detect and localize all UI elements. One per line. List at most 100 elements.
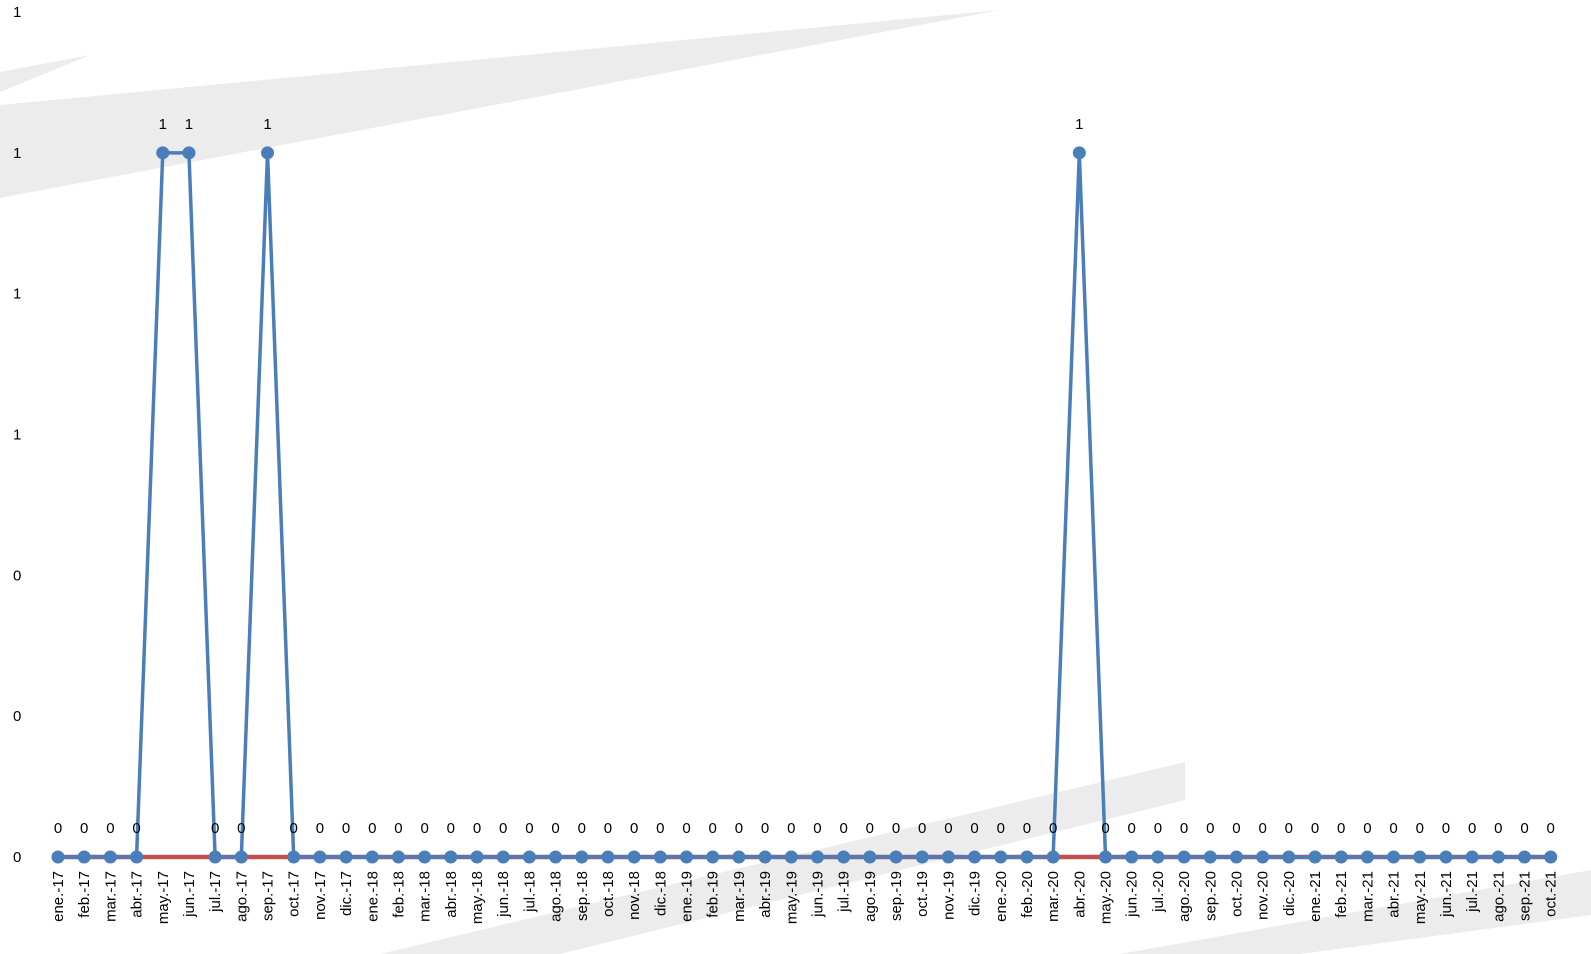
x-tick-label: nov.-17 [312,871,329,920]
y-tick-label: 1 [13,427,21,444]
x-tick-label: jul.-21 [1464,871,1481,913]
data-label: 0 [944,820,952,837]
data-label: 0 [892,820,900,837]
data-label: 0 [1128,820,1136,837]
data-point [1282,850,1296,864]
x-tick-label: nov.-19 [940,871,957,920]
data-point [1518,850,1532,864]
x-tick-label: sep.-20 [1202,871,1219,921]
y-tick-label: 0 [13,708,21,725]
data-point [627,850,641,864]
data-point [1308,850,1322,864]
data-point [1046,850,1060,864]
data-label: 0 [525,820,533,837]
x-tick-label: feb.-17 [76,871,93,918]
data-point [1491,850,1505,864]
data-point [1072,146,1086,160]
background-swoosh-decoration [0,10,1591,954]
x-tick-label: oct.-20 [1228,871,1245,917]
series-line-1 [58,151,1551,859]
data-label: 0 [211,820,219,837]
data-label: 0 [54,820,62,837]
data-point [1177,850,1191,864]
x-tick-label: ago.-17 [233,871,250,922]
data-point [758,850,772,864]
x-tick-label: nov.-20 [1255,871,1272,920]
data-point [1020,850,1034,864]
data-label: 0 [316,820,324,837]
data-point [1229,850,1243,864]
x-tick-label: sep.-17 [260,871,277,921]
x-tick-label: dic.-20 [1281,871,1298,916]
x-tick-label: jul.-17 [207,871,224,913]
data-point [313,850,327,864]
data-point [444,850,458,864]
data-label: 0 [1494,820,1502,837]
data-point [680,850,694,864]
x-tick-label: jul.-20 [1150,871,1167,913]
data-point [182,146,196,160]
data-label: 0 [394,820,402,837]
data-point [156,146,170,160]
data-point [1413,850,1427,864]
data-label: 0 [1101,820,1109,837]
data-point [601,850,615,864]
data-label: 0 [1416,820,1424,837]
x-axis-tick-labels: ene.-17 feb.-17 mar.-17 abr.-17 may.-17 jun.-… [50,871,1560,924]
data-label: 0 [866,820,874,837]
data-point [915,850,929,864]
data-point [208,850,222,864]
data-label: 0 [1285,820,1293,837]
series-markers [51,146,1558,864]
data-point [77,850,91,864]
data-point [51,850,65,864]
data-label: 1 [1075,116,1083,133]
data-label: 0 [1258,820,1266,837]
series-lines [58,151,1551,860]
data-label: 0 [80,820,88,837]
data-point [732,850,746,864]
data-point [837,850,851,864]
data-label: 0 [290,820,298,837]
data-label: 0 [1547,820,1555,837]
data-label: 0 [1154,820,1162,837]
x-tick-label: ene.-17 [50,871,67,922]
data-point [339,850,353,864]
data-label: 0 [1049,820,1057,837]
x-tick-label: jun.-17 [181,871,198,918]
x-tick-label: may.-19 [783,871,800,924]
data-point [470,850,484,864]
data-label: 0 [499,820,507,837]
background-swoosh-bottom-right [1120,870,1591,954]
data-point [1125,850,1139,864]
x-tick-label: ene.-19 [679,871,696,922]
x-tick-label: abr.-17 [129,871,146,918]
data-point [391,850,405,864]
data-label: 0 [342,820,350,837]
data-point [1387,850,1401,864]
data-point [234,850,248,864]
data-point [889,850,903,864]
data-point [549,850,563,864]
data-point [968,850,982,864]
data-label: 0 [473,820,481,837]
x-tick-label: feb.-21 [1333,871,1350,918]
data-point [1256,850,1270,864]
y-tick-label: 1 [13,145,21,162]
x-tick-label: ago.-21 [1490,871,1507,922]
x-tick-label: mar.-20 [1045,871,1062,922]
x-tick-label: mar.-21 [1359,871,1376,922]
data-point [1203,850,1217,864]
x-tick-label: may.-17 [155,871,172,924]
x-tick-label: may.-21 [1412,871,1429,924]
background-swoosh-small [0,55,90,92]
data-point [810,850,824,864]
data-label: 0 [630,820,638,837]
data-label: 0 [106,820,114,837]
data-label: 0 [447,820,455,837]
data-label: 0 [735,820,743,837]
data-point [706,850,720,864]
data-point [1439,850,1453,864]
x-tick-label: dic.-19 [967,871,984,916]
